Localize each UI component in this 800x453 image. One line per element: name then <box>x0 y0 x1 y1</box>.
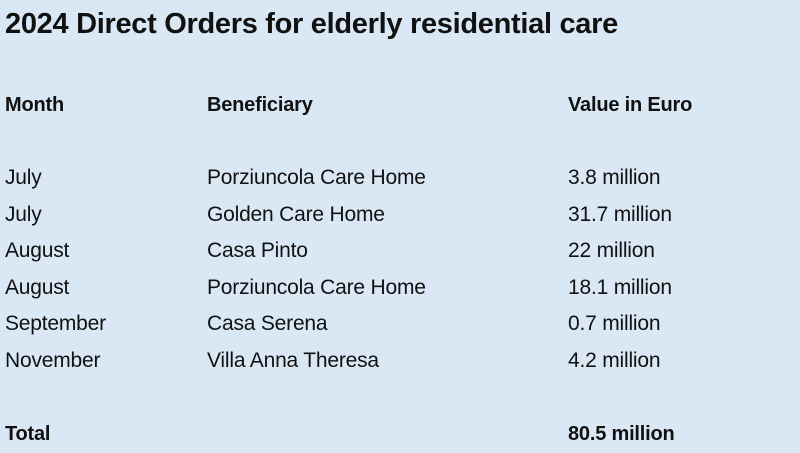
page-title: 2024 Direct Orders for elderly residenti… <box>5 8 618 40</box>
table-row: July Porziuncola Care Home 3.8 million <box>0 166 800 196</box>
header-month: Month <box>5 94 64 116</box>
cell-month: September <box>5 312 106 335</box>
table-row: September Casa Serena 0.7 million <box>0 312 800 342</box>
total-row: Total 80.5 million <box>0 423 800 453</box>
table-header: Month Beneficiary Value in Euro <box>0 94 800 124</box>
cell-beneficiary: Porziuncola Care Home <box>207 166 426 189</box>
header-value: Value in Euro <box>568 94 693 116</box>
total-label: Total <box>5 423 51 445</box>
header-beneficiary: Beneficiary <box>207 94 313 116</box>
cell-value: 31.7 million <box>568 202 672 226</box>
table-row: August Porziuncola Care Home 18.1 million <box>0 276 800 306</box>
cell-value: 4.2 million <box>568 348 661 372</box>
table-row: August Casa Pinto 22 million <box>0 239 800 269</box>
total-value: 80.5 million <box>568 423 675 445</box>
table-row: July Golden Care Home 31.7 million <box>0 203 800 233</box>
cell-beneficiary: Casa Pinto <box>207 239 308 262</box>
cell-beneficiary: Golden Care Home <box>207 202 385 226</box>
cell-month: August <box>5 239 70 262</box>
table-row: November Villa Anna Theresa 4.2 million <box>0 349 800 379</box>
cell-month: July <box>5 202 42 226</box>
cell-month: November <box>5 348 101 372</box>
cell-value: 0.7 million <box>568 312 661 335</box>
cell-value: 18.1 million <box>568 275 672 299</box>
cell-value: 22 million <box>568 239 655 262</box>
cell-month: August <box>5 275 70 299</box>
cell-beneficiary: Casa Serena <box>207 312 328 335</box>
cell-beneficiary: Porziuncola Care Home <box>207 275 426 299</box>
cell-beneficiary: Villa Anna Theresa <box>207 348 379 372</box>
cell-value: 3.8 million <box>568 166 661 189</box>
cell-month: July <box>5 166 42 189</box>
